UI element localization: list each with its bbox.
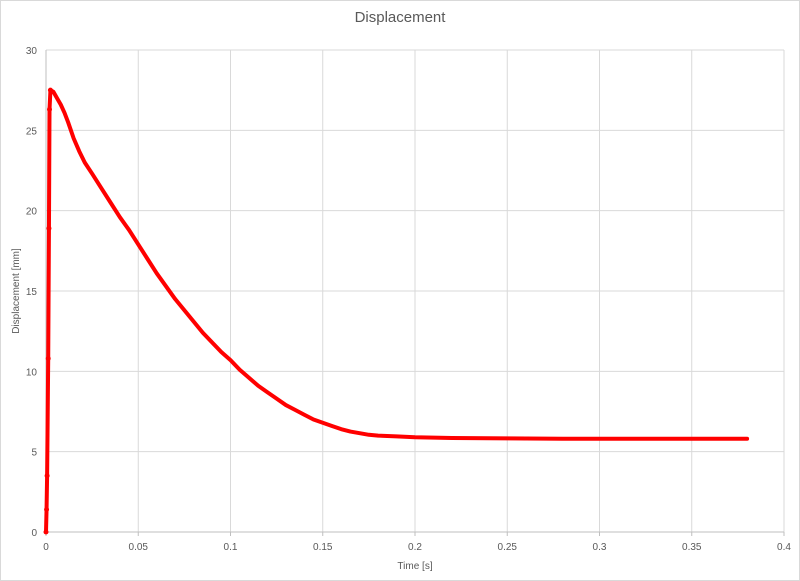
x-tick-label: 0.15	[313, 542, 333, 553]
data-point	[44, 473, 50, 479]
y-tick-label: 20	[26, 207, 38, 218]
y-axis-label: Displacement [mm]	[11, 248, 22, 334]
plot-series	[43, 87, 750, 535]
x-tick-label: 0.1	[224, 542, 238, 553]
x-tick-label: 0.2	[408, 542, 422, 553]
gridlines	[46, 49, 785, 532]
y-tick-label: 10	[26, 367, 38, 378]
y-tick-label: 5	[31, 448, 37, 459]
x-tick-label: 0	[43, 542, 49, 553]
y-tick-label: 0	[31, 528, 37, 539]
x-tick-label: 0.35	[682, 542, 702, 553]
data-point	[43, 529, 49, 535]
data-point	[45, 355, 51, 361]
x-tick-label: 0.05	[129, 542, 149, 553]
y-tick-label: 25	[26, 126, 38, 137]
tick-labels: 0 0.05 0.1 0.15 0.2 0.25 0.3 0.35 0.4 0 5 10 15 20 25 3…	[26, 46, 792, 553]
y-tick-label: 30	[26, 46, 38, 57]
data-point	[44, 507, 50, 513]
data-point	[47, 106, 53, 112]
series-line	[44, 88, 750, 534]
data-point	[47, 87, 53, 93]
x-tick-label: 0.3	[593, 542, 607, 553]
y-tick-label: 15	[26, 287, 38, 298]
x-tick-label: 0.4	[777, 542, 791, 553]
chart-title: Displacement	[354, 9, 446, 26]
x-tick-label: 0.25	[498, 542, 518, 553]
data-point	[46, 225, 52, 231]
x-axis-label: Time [s]	[397, 561, 432, 572]
